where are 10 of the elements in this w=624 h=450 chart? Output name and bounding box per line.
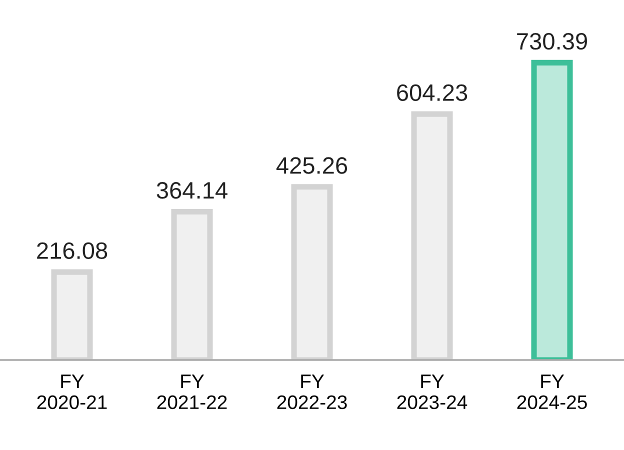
data-label: 216.08 [37, 242, 108, 260]
x-tick-label: FY 2024-25 [517, 374, 587, 410]
data-label: 604.23 [397, 84, 468, 102]
data-label: 425.26 [276, 157, 348, 174]
x-tick-label: FY 2022-23 [277, 374, 347, 410]
x-tick-label: FY 2020-21 [37, 374, 107, 410]
data-label: 364.14 [156, 182, 228, 199]
x-tick-label: FY 2023-24 [397, 374, 468, 410]
data-label: 730.39 [517, 32, 587, 50]
x-tick-label: FY 2021-22 [157, 374, 227, 410]
